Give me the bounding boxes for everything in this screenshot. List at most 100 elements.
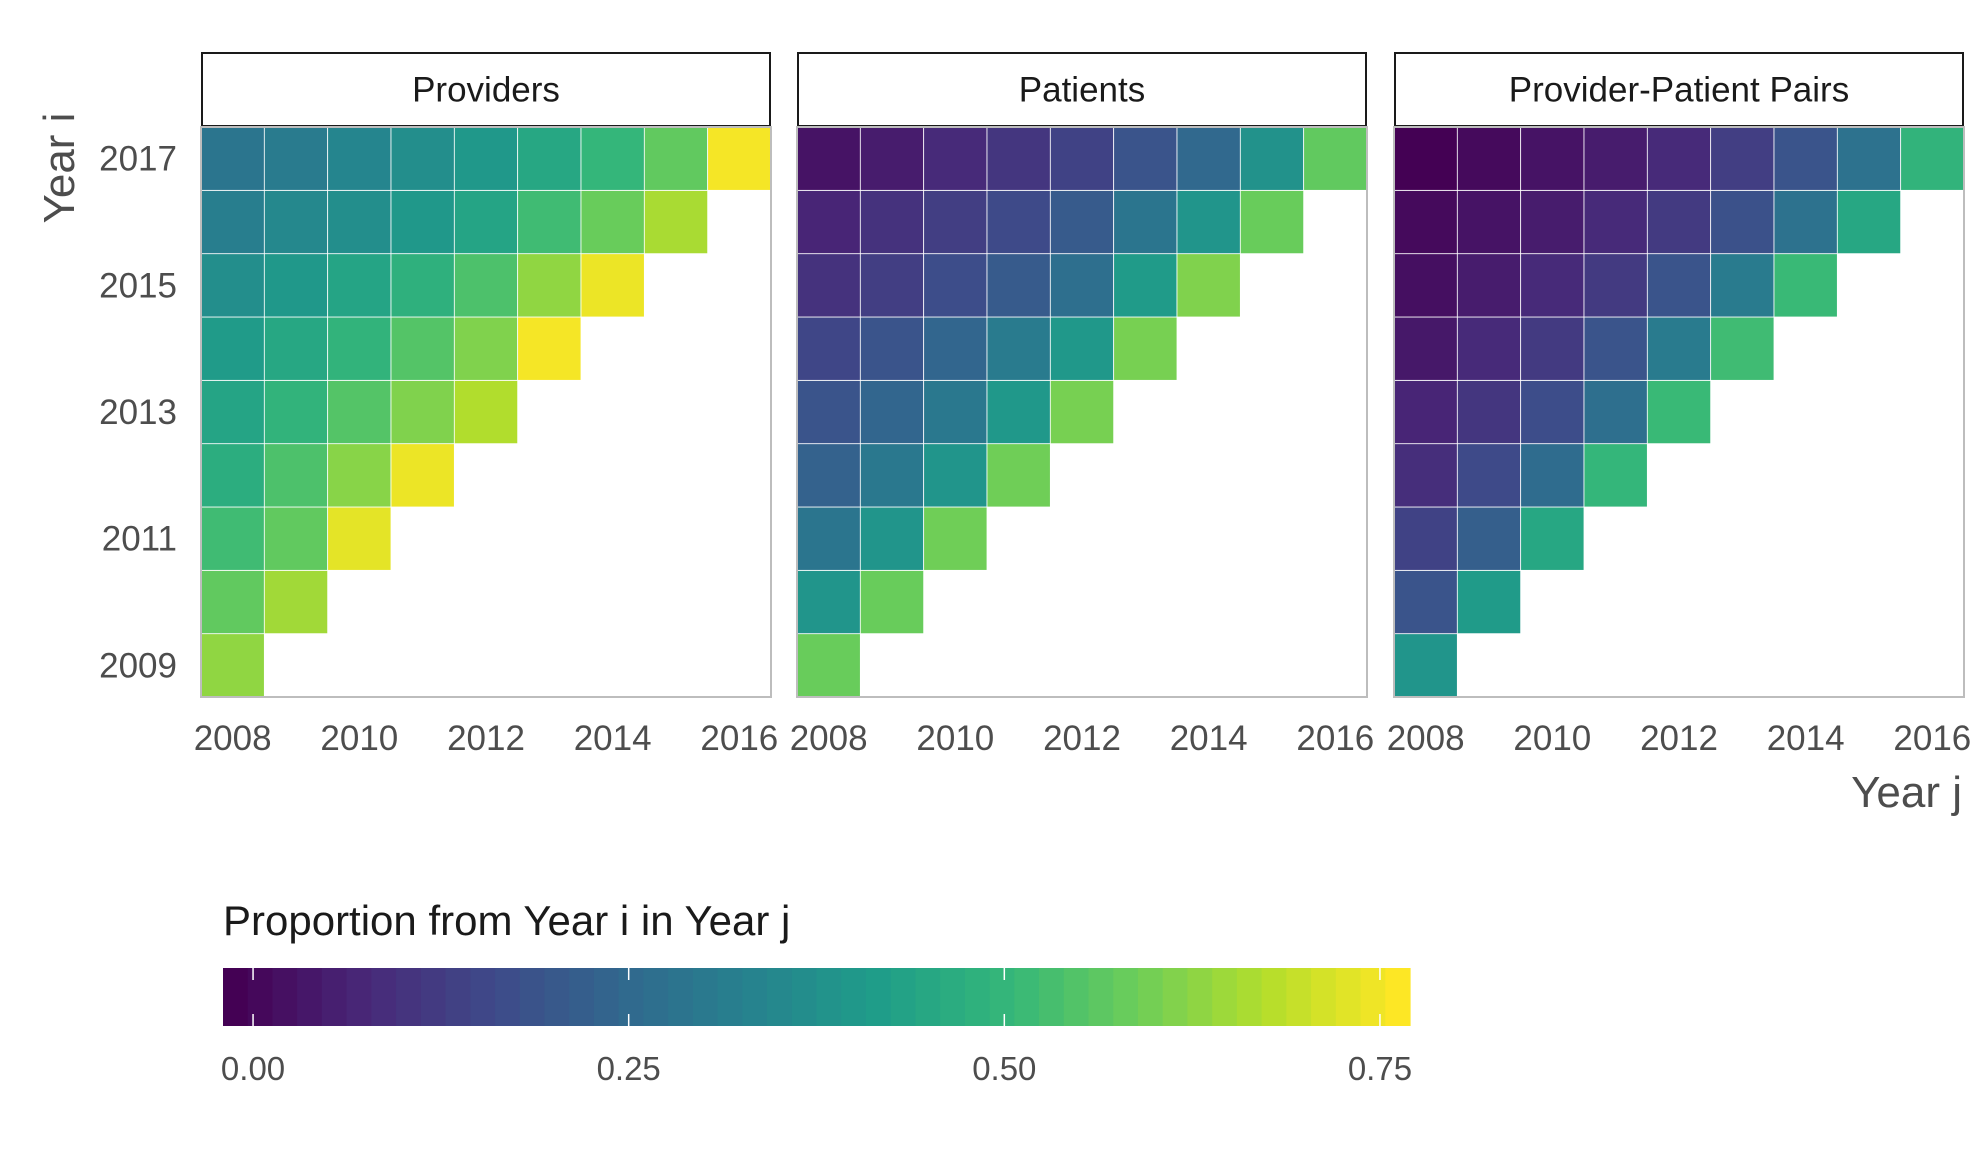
x-tick-label: 2010 [320,719,398,758]
heatmap-cell [1520,253,1585,318]
heatmap-cell [263,316,329,381]
legend-color-step [1261,968,1287,1026]
y-axis-title: Year i [35,113,84,224]
x-tick-label: 2008 [194,719,272,758]
heatmap-cell [1456,316,1522,381]
heatmap-cell [263,379,329,445]
legend-color-step [371,968,397,1026]
heatmap-cell [859,443,925,508]
x-tick-label: 2012 [447,719,525,758]
legend-color-step [297,968,323,1026]
heatmap-cell [1176,189,1241,255]
legend-color-step [816,968,842,1026]
heatmap-cell [1456,126,1522,191]
x-tick-label: 2016 [1893,719,1971,758]
heatmap-cell [1456,379,1522,445]
legend-color-step [1088,968,1114,1026]
heatmap-cell [1456,569,1522,635]
y-tick-label: 2017 [99,140,177,179]
heatmap-cell [453,253,519,318]
heatmap-cell [327,443,392,508]
facet-label: Providers [412,71,560,110]
legend-color-step [1335,968,1362,1026]
legend-color-step [964,968,991,1026]
x-tick-label: 2010 [1513,719,1591,758]
heatmap-cell [1303,126,1368,191]
heatmap-cell [1583,443,1648,508]
heatmap-cell [517,316,582,381]
heatmap-cell [1710,189,1775,255]
heatmap-cell [1520,126,1585,191]
facet-panel: Provider-Patient Pairs 2008 2010 2012 2014 20… [1387,52,1971,758]
heatmap-cell [859,189,925,255]
legend-color-step [1039,968,1065,1026]
heatmap-cell [1520,506,1585,571]
legend-color-step [272,968,298,1026]
legend-color-step [569,968,595,1026]
heatmap-cell [453,126,519,191]
heatmap-cell [1646,253,1712,318]
heatmap-cell [200,506,265,571]
legend-color-step [1311,968,1337,1026]
panel-border [200,126,772,698]
legend-color-step [989,968,1015,1026]
heatmap-cell [263,506,329,571]
x-tick-label: 2014 [574,719,652,758]
legend-color-step [717,968,743,1026]
legend-color-step [940,968,966,1026]
facet-strip [201,52,771,127]
heatmap-cell [1049,253,1115,318]
heatmap-cell [580,126,645,191]
heatmap-cell [1520,443,1585,508]
y-tick-label: 2013 [99,393,177,432]
heatmap-cell [1456,189,1522,255]
legend-color-step [890,968,917,1026]
heatmap-cell [263,189,329,255]
legend-color-step [1113,968,1139,1026]
heatmap-cell [1646,379,1712,445]
legend-color-step [692,968,719,1026]
legend-color-step [396,968,422,1026]
y-tick-label: 2015 [99,266,177,305]
legend-color-step [593,968,620,1026]
heatmap-cell [1049,379,1115,445]
facet-label: Provider-Patient Pairs [1509,71,1849,110]
heatmap-cell [859,253,925,318]
heatmap-cell [200,633,265,698]
heatmap-cell [327,126,392,191]
heatmap-cell [923,253,988,318]
heatmap-cell [517,189,582,255]
heatmap-cell [1646,189,1712,255]
heatmap-cell [1520,189,1585,255]
heatmap-cell [327,506,392,571]
heatmap-cell [517,126,582,191]
heatmap-cell [859,126,925,191]
legend-color-step [1286,968,1312,1026]
heatmap-cell [707,126,772,191]
heatmap-cell [200,379,265,445]
heatmap-cell [390,126,455,191]
facet-label: Patients [1019,71,1145,110]
x-tick-label: 2012 [1043,719,1121,758]
legend-color-step [841,968,867,1026]
heatmap-cell [796,126,861,191]
legend-color-step [470,968,496,1026]
heatmap-cell [1773,253,1838,318]
heatmap-cell [643,189,709,255]
x-tick-label: 2008 [790,719,868,758]
heatmap-cell [1049,316,1115,381]
facet-panel: Patients 2008 2010 2012 2014 2016 [790,52,1374,758]
legend-color-step [865,968,892,1026]
legend-color-step [1236,968,1263,1026]
legend-title: Proportion from Year i in Year j [223,897,790,944]
heatmap-cell [1113,126,1178,191]
legend-color-step [247,968,274,1026]
heatmap-cell [1520,379,1585,445]
legend-color-step [1014,968,1040,1026]
heatmap-cell [859,569,925,635]
heatmap-cell [1583,189,1648,255]
legend-color-step [1162,968,1189,1026]
heatmap-cell [1773,189,1838,255]
heatmap-cell [796,253,861,318]
